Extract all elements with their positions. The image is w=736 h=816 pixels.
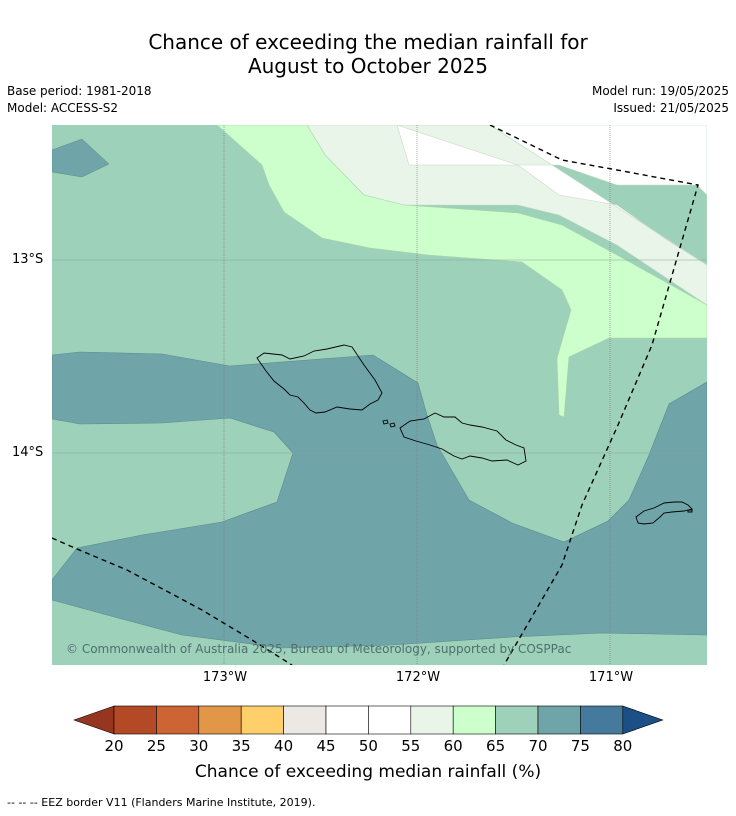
colorbar-segment (198, 705, 242, 735)
lon-label-171w: 171°W (588, 670, 634, 685)
colorbar-under-arrow (73, 705, 115, 735)
lon-label-173w: 173°W (202, 670, 248, 685)
colorbar-tick-label: 25 (146, 737, 166, 755)
colorbar-tick-label: 55 (401, 737, 421, 755)
colorbar-tick-label: 70 (528, 737, 548, 755)
apolima-islet (389, 422, 396, 428)
map-title: Chance of exceeding the median rainfall … (0, 30, 736, 78)
colorbar-tick-label: 30 (189, 737, 209, 755)
copyright-notice: © Commonwealth of Australia 2025, Bureau… (66, 642, 571, 656)
colorbar-segment (240, 705, 284, 735)
aunuu-islet (687, 509, 693, 513)
colorbar-segment (580, 705, 624, 735)
colorbar-tick-label: 80 (613, 737, 633, 755)
colorbar-segment (113, 705, 157, 735)
base-period: Base period: 1981-2018 (7, 84, 152, 98)
lat-label-13s: 13°S (12, 252, 44, 267)
meta-right: Model run: 19/05/2025 Issued: 21/05/2025 (592, 83, 729, 117)
colorbar-segment (537, 705, 581, 735)
model-name: Model: ACCESS-S2 (7, 101, 119, 115)
savaii-island (256, 344, 383, 414)
colorbar-over-arrow (622, 705, 664, 735)
colorbar-segment (495, 705, 539, 735)
region-60-65 (216, 125, 707, 418)
lon-label-172w: 172°W (395, 670, 441, 685)
colorbar-segment (368, 705, 412, 735)
colorbar-segments (73, 705, 664, 735)
colorbar-tick-label: 35 (231, 737, 251, 755)
colorbar-tick-label: 20 (104, 737, 124, 755)
colorbar-segment (283, 705, 327, 735)
colorbar-tick-label: 50 (358, 737, 378, 755)
colorbar-tick-label: 65 (486, 737, 506, 755)
colorbar-segment (325, 705, 369, 735)
eez-legend-note: -- -- -- EEZ border V11 (Flanders Marine… (7, 796, 316, 809)
issued-date: Issued: 21/05/2025 (613, 101, 729, 115)
rainfall-map: © Commonwealth of Australia 2025, Bureau… (52, 125, 707, 665)
colorbar-tick-label: 40 (274, 737, 294, 755)
model-run: Model run: 19/05/2025 (591, 84, 729, 98)
eez-border-southwest (52, 537, 293, 665)
colorbar-segment (156, 705, 200, 735)
colorbar (73, 705, 664, 735)
colorbar-ticks: 20 25 30 35 40 45 50 55 60 65 70 75 80 (0, 737, 736, 757)
colorbar-tick-label: 45 (316, 737, 336, 755)
manono-islet (382, 419, 389, 425)
meta-left: Base period: 1981-2018 Model: ACCESS-S2 (7, 83, 152, 117)
region-70-75-corner (52, 138, 110, 178)
lat-label-14s: 14°S (12, 445, 44, 460)
title-line-2: August to October 2025 (247, 54, 489, 78)
upolu-island (399, 412, 527, 466)
colorbar-segment (452, 705, 496, 735)
colorbar-tick-label: 60 (443, 737, 463, 755)
colorbar-label: Chance of exceeding median rainfall (%) (194, 762, 542, 782)
colorbar-segment (410, 705, 454, 735)
region-70-75-main (52, 351, 707, 649)
title-line-1: Chance of exceeding the median rainfall … (148, 30, 588, 54)
region-white (396, 125, 707, 266)
graticule (52, 125, 707, 665)
colorbar-tick-label: 75 (570, 737, 590, 755)
